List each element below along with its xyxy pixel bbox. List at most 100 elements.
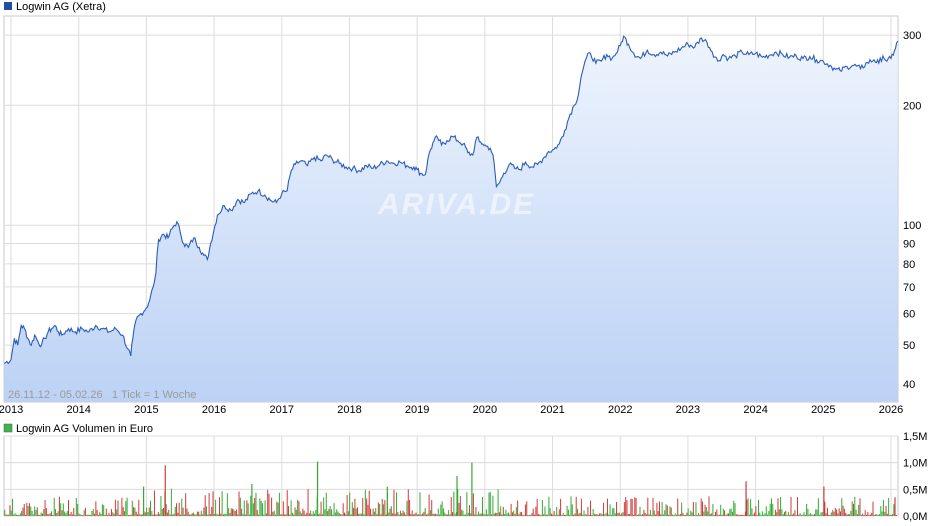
- volume-bar: [411, 510, 413, 516]
- volume-bar: [412, 514, 414, 516]
- volume-bar: [709, 513, 711, 516]
- volume-bar: [323, 497, 325, 516]
- price-y-axis: 40 50 60 70 80 90 100 200 300: [903, 30, 921, 391]
- volume-bar: [221, 491, 223, 516]
- volume-bar: [882, 500, 884, 516]
- volume-bar: [48, 514, 50, 516]
- volume-bar: [770, 498, 772, 516]
- volume-bar: [728, 513, 730, 516]
- price-chart-title: Logwin AG (Xetra): [16, 1, 106, 13]
- volume-bar: [169, 514, 171, 516]
- volume-bar: [299, 511, 301, 516]
- volume-bar: [209, 514, 211, 516]
- volume-bar: [135, 511, 137, 516]
- volume-bar: [573, 514, 575, 516]
- volume-bar: [84, 507, 86, 516]
- volume-bar: [120, 514, 122, 516]
- volume-bar: [457, 489, 459, 516]
- volume-bar: [524, 504, 526, 516]
- volume-bar: [8, 514, 10, 516]
- volume-bar: [26, 502, 28, 516]
- volume-bar: [744, 511, 746, 516]
- volume-bar-peak: [164, 465, 166, 516]
- volume-bar: [83, 510, 85, 516]
- volume-bar: [179, 514, 181, 516]
- volume-bar: [44, 499, 46, 516]
- volume-bar: [278, 492, 280, 516]
- volume-bar: [517, 500, 519, 516]
- volume-bar: [560, 498, 562, 516]
- volume-bar: [493, 513, 495, 516]
- volume-bar: [659, 501, 661, 516]
- volume-bar: [544, 506, 546, 516]
- volume-bar: [341, 514, 343, 516]
- volume-bar: [385, 514, 387, 516]
- volume-bar: [626, 500, 628, 516]
- volume-bar: [137, 514, 139, 516]
- volume-bar: [660, 514, 662, 516]
- volume-bar: [793, 513, 795, 516]
- volume-bar: [716, 509, 718, 516]
- volume-bar: [465, 514, 467, 516]
- volume-bar: [547, 514, 549, 516]
- volume-bar: [769, 503, 771, 516]
- volume-bar: [858, 504, 860, 516]
- volume-bar: [122, 507, 124, 516]
- volume-bar: [215, 499, 217, 516]
- volume-bar: [156, 514, 158, 516]
- volume-bar: [99, 512, 101, 516]
- volume-bar: [656, 502, 658, 516]
- volume-bar: [470, 513, 472, 516]
- volume-bar: [152, 514, 154, 516]
- volume-bar: [133, 507, 135, 516]
- volume-bar: [565, 514, 567, 516]
- volume-bar: [812, 514, 814, 516]
- volume-bar: [876, 514, 878, 516]
- volume-bar: [319, 513, 321, 516]
- volume-bar: [741, 514, 743, 516]
- volume-bar: [281, 514, 283, 516]
- volume-bar: [373, 511, 375, 516]
- volume-bar: [297, 499, 299, 516]
- volume-bar: [286, 490, 288, 516]
- volume-bar: [407, 489, 409, 516]
- volume-bar: [248, 514, 250, 516]
- volume-bar: [681, 502, 683, 516]
- volume-bar: [781, 509, 783, 516]
- volume-bar: [442, 508, 444, 516]
- volume-bar: [553, 510, 555, 516]
- volume-bar: [511, 512, 513, 516]
- volume-bar: [216, 513, 218, 516]
- volume-bar: [312, 511, 314, 516]
- volume-bar: [877, 514, 879, 516]
- volume-bar: [569, 514, 571, 516]
- volume-bar: [375, 507, 377, 516]
- volume-bar: [651, 514, 653, 516]
- volume-bar: [463, 514, 465, 516]
- volume-bar: [117, 500, 119, 516]
- volume-bar: [892, 513, 894, 516]
- volume-bar: [502, 506, 504, 516]
- volume-bar: [694, 514, 696, 516]
- volume-bar: [200, 510, 202, 516]
- volume-bar: [226, 493, 228, 516]
- price-y-tick-label: 50: [903, 340, 915, 352]
- volume-bar: [346, 495, 348, 516]
- volume-bar: [871, 512, 873, 516]
- volume-bar: [855, 509, 857, 516]
- volume-bar: [685, 514, 687, 516]
- volume-bar: [77, 503, 79, 516]
- volume-bar: [272, 511, 274, 516]
- volume-bar-peak: [823, 486, 825, 516]
- volume-bar: [449, 514, 451, 516]
- volume-bar: [52, 514, 54, 516]
- volume-bar: [789, 514, 791, 516]
- volume-bar: [819, 514, 821, 516]
- volume-bar: [112, 512, 114, 516]
- volume-bar: [731, 511, 733, 516]
- volume-bar: [672, 514, 674, 516]
- volume-bar: [570, 496, 572, 516]
- volume-bar: [294, 507, 296, 516]
- volume-bar: [696, 514, 698, 516]
- volume-bar: [608, 514, 610, 516]
